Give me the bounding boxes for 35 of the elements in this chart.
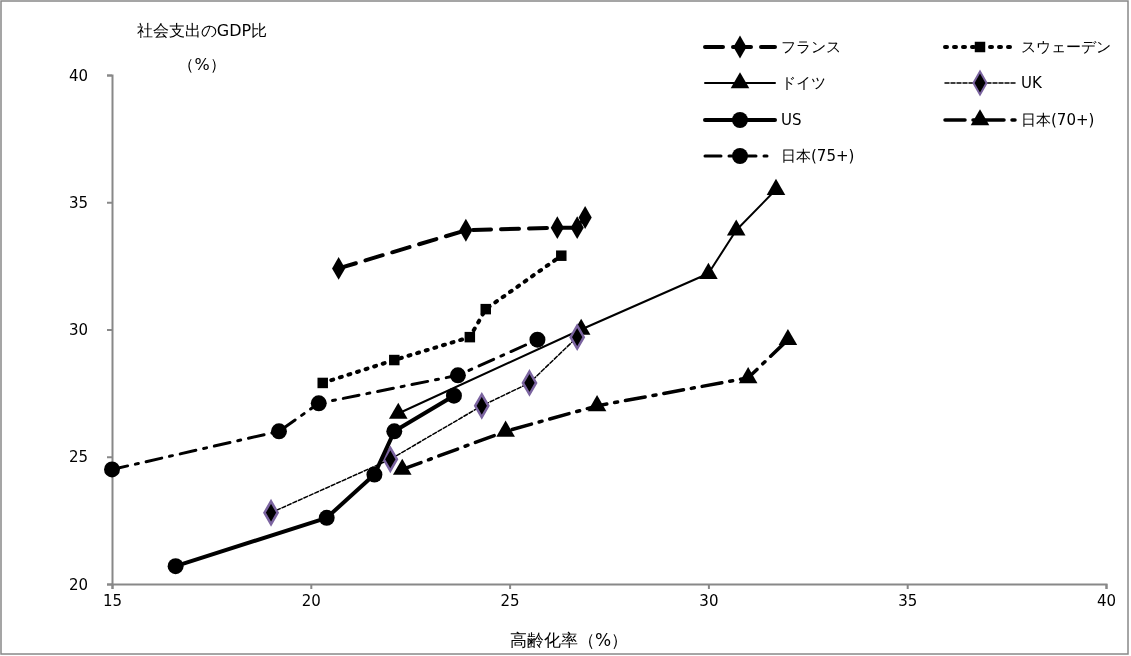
x-axis-title: 高齢化率（%） [509, 630, 629, 650]
legend-label: UK [1021, 74, 1043, 92]
point [317, 377, 328, 389]
legend-label: 日本(75+) [781, 147, 855, 165]
y-tick-label: 25 [68, 448, 88, 467]
y-tick-label: 40 [68, 66, 88, 85]
point [310, 395, 327, 412]
legend-label: ドイツ [781, 74, 826, 92]
point [449, 367, 466, 384]
x-tick-label: 30 [699, 591, 719, 610]
x-tick-label: 15 [102, 591, 123, 610]
point [389, 354, 400, 366]
legend-label: フランス [781, 38, 841, 56]
point [556, 250, 567, 261]
legend-label: US [781, 111, 802, 129]
point [104, 461, 120, 478]
point [480, 303, 491, 315]
point [366, 466, 383, 483]
point [464, 331, 476, 343]
legend-label: スウェーデン [1021, 38, 1111, 56]
x-tick-label: 20 [301, 591, 321, 610]
x-tick-label: 25 [500, 591, 520, 610]
point [271, 423, 287, 440]
x-tick-label: 40 [1096, 591, 1117, 610]
legend-label: 日本(70+) [1021, 111, 1095, 129]
y-axis-title: 社会支出のGDP比（%） [135, 20, 269, 76]
point [445, 387, 462, 404]
point [318, 509, 335, 526]
x-tick-label: 35 [898, 591, 918, 610]
y-tick-label: 20 [68, 575, 88, 594]
point [167, 558, 184, 575]
point [386, 423, 403, 440]
y-tick-label: 30 [68, 321, 88, 339]
point [529, 331, 546, 348]
y-tick-label: 35 [68, 193, 88, 212]
